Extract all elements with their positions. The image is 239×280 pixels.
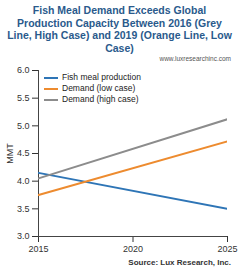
html-text:Fish Meal Demand Exceeds Globa: Fish Meal Demand Exceeds Global Producti… <box>7 4 232 54</box>
svg-text:3.0: 3.0 <box>17 231 30 241</box>
svg-text:5.5: 5.5 <box>17 93 30 103</box>
svg-text:2015: 2015 <box>28 244 48 254</box>
svg-text:5.0: 5.0 <box>17 121 30 131</box>
html-text:Source: Lux Research, Inc.: Source: Lux Research, Inc. <box>128 258 231 267</box>
svg-text:2020: 2020 <box>123 244 143 254</box>
html-text:Demand (low case): Demand (low case) <box>62 83 136 93</box>
svg-text:4.0: 4.0 <box>17 176 30 186</box>
svg-text:2025: 2025 <box>217 244 237 254</box>
svg-text:6.0: 6.0 <box>17 65 30 75</box>
svg-text:3.5: 3.5 <box>17 204 30 214</box>
html-text:Demand (high case): Demand (high case) <box>62 94 139 104</box>
svg-text:MMT: MMT <box>5 143 15 164</box>
html-text:www.luxresearchinc.com: www.luxresearchinc.com <box>159 55 231 62</box>
svg-text:4.5: 4.5 <box>17 148 30 158</box>
html-text:Fish meal production: Fish meal production <box>62 72 141 82</box>
